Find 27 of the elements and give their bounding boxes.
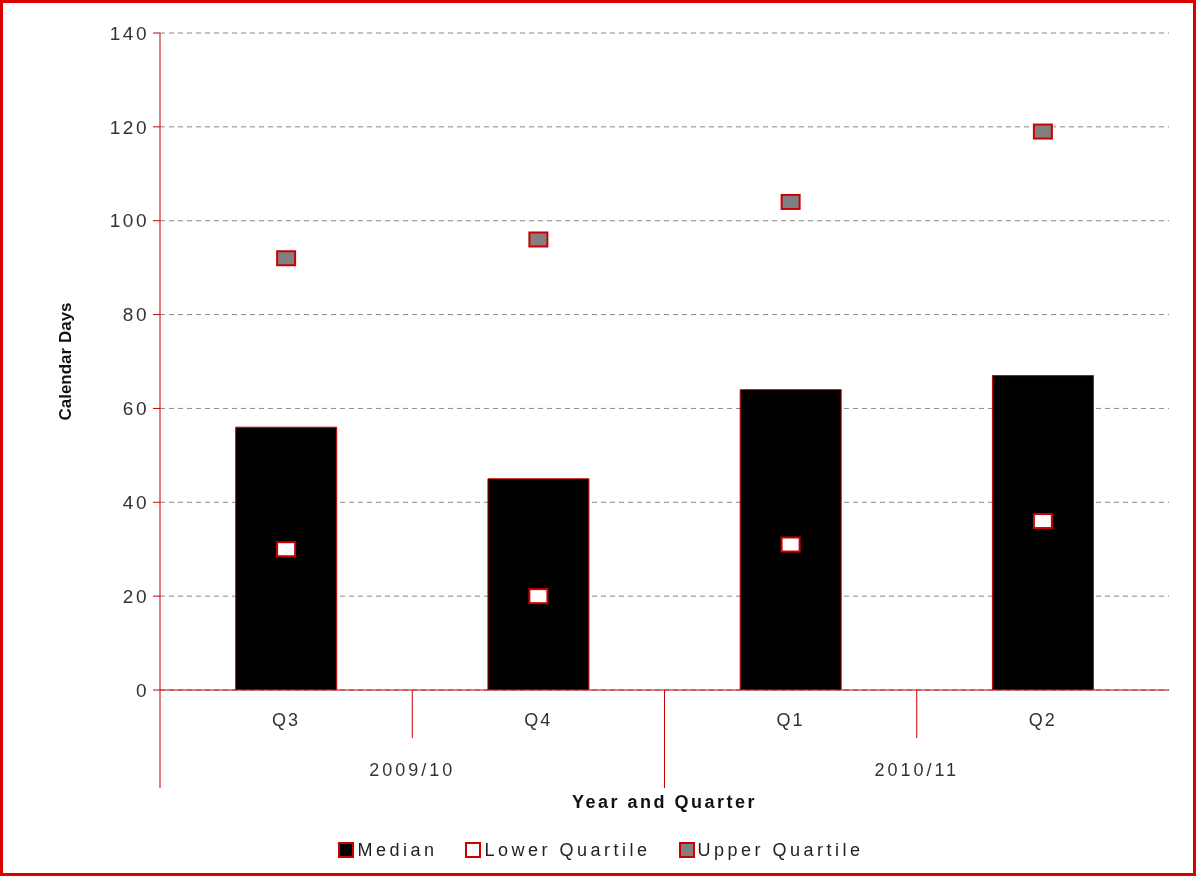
y-tick-label: 100 xyxy=(109,210,149,232)
y-tick-label: 60 xyxy=(122,398,149,420)
point xyxy=(780,193,801,210)
x-axis-title: Year and Quarter xyxy=(571,792,758,812)
point xyxy=(1032,123,1053,140)
y-tick-label: 120 xyxy=(109,116,149,138)
text: 2010/11 xyxy=(874,760,960,780)
y-tick-label: 0 xyxy=(135,679,149,701)
point xyxy=(1032,513,1053,530)
point xyxy=(276,541,297,558)
legend-label: Upper Quartile xyxy=(696,839,864,861)
y-tick-label: 80 xyxy=(122,304,149,326)
legend-label: Lower Quartile xyxy=(483,839,651,861)
point xyxy=(780,536,801,553)
y-axis-title: Calendar Days xyxy=(55,302,75,421)
point xyxy=(528,231,549,248)
y-tick-label: 140 xyxy=(109,22,149,44)
y-tick-label: 40 xyxy=(122,492,149,514)
point xyxy=(528,588,549,605)
legend-label: Median xyxy=(356,839,438,861)
point xyxy=(276,250,297,267)
x-tick-label: Q3 xyxy=(272,710,301,730)
y-tick-label: 20 xyxy=(122,585,149,607)
x-tick-label: Q1 xyxy=(776,710,805,730)
x-tick-label: Q4 xyxy=(524,710,553,730)
text: 2009/10 xyxy=(369,760,456,780)
x-tick-label: Q2 xyxy=(1028,710,1057,730)
